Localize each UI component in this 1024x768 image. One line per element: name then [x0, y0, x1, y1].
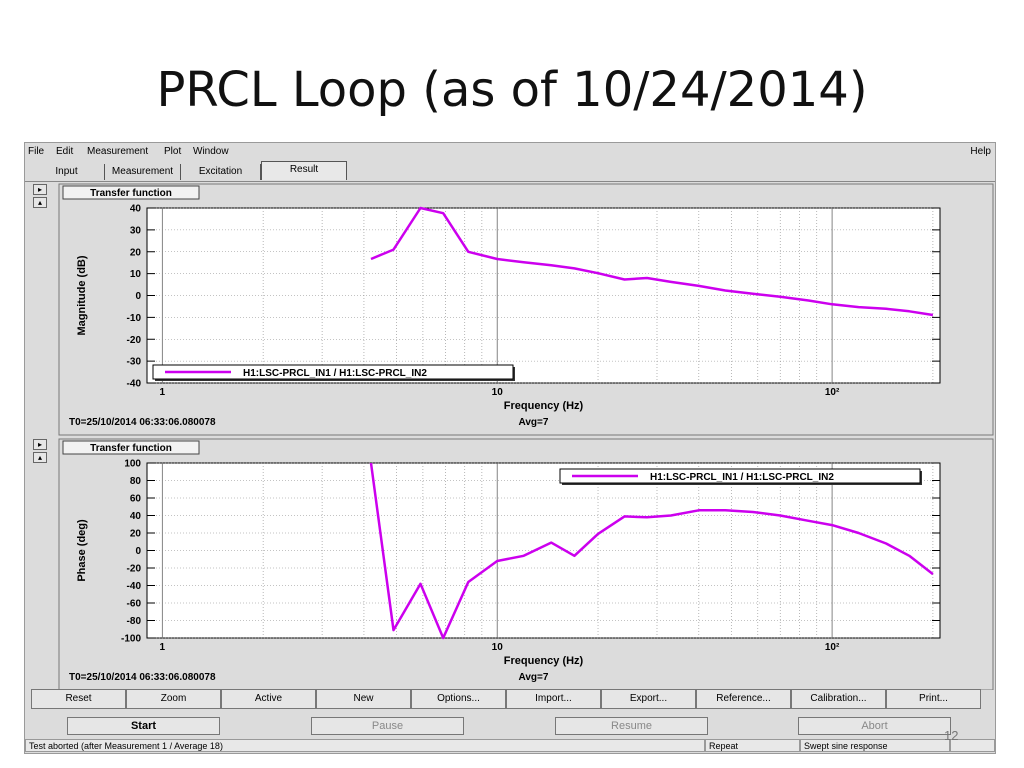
average-label: Avg=7 [519, 672, 549, 683]
resume-button[interactable]: Resume [555, 717, 708, 735]
expand-arrow-icon[interactable]: ▸ [33, 439, 47, 450]
time-origin-label: T0=25/10/2014 06:33:06.080078 [69, 417, 216, 428]
y-axis-label: Phase (deg) [76, 519, 88, 582]
collapse-arrow-icon[interactable]: ▴ [33, 197, 47, 208]
x-tick-label: 10 [492, 387, 504, 398]
menu-file[interactable]: File [28, 146, 45, 157]
menu-measurement[interactable]: Measurement [87, 146, 149, 157]
menu-help[interactable]: Help [970, 146, 991, 157]
start-button[interactable]: Start [67, 717, 220, 735]
y-tick-label: 100 [124, 459, 141, 470]
legend-label: H1:LSC-PRCL_IN1 / H1:LSC-PRCL_IN2 [243, 368, 427, 379]
reset-button[interactable]: Reset [31, 689, 126, 709]
x-tick-label: 10² [825, 642, 840, 653]
y-tick-label: -20 [127, 335, 142, 346]
reference-button[interactable]: Reference... [696, 689, 791, 709]
plot-title-box [62, 185, 200, 200]
x-axis-label: Frequency (Hz) [504, 655, 584, 667]
y-tick-label: 60 [130, 494, 142, 505]
zoom-button[interactable]: Zoom [126, 689, 221, 709]
plot-area: ▸ ▴ ▸ ▴ Transfer function 40 30 20 10 0 -10 -20… [25, 181, 995, 690]
plot-title: Transfer function [90, 188, 172, 199]
status-mode: Swept sine response [800, 739, 950, 752]
tab-input[interactable]: Input [29, 164, 105, 180]
y-tick-label: 80 [130, 476, 142, 487]
x-tick-label: 10 [492, 642, 504, 653]
y-tick-label: 0 [135, 291, 141, 302]
export-button[interactable]: Export... [601, 689, 696, 709]
x-tick-label: 1 [160, 642, 166, 653]
app-window: File Edit Measurement Plot Window Help I… [24, 142, 996, 754]
y-tick-label: 20 [130, 247, 142, 258]
y-tick-label: 20 [130, 529, 142, 540]
legend-box [559, 468, 921, 484]
x-tick-label: 1 [160, 387, 166, 398]
menu-edit[interactable]: Edit [56, 146, 74, 157]
y-tick-label: -30 [127, 357, 142, 368]
y-tick-label: -10 [127, 313, 142, 324]
plot-toolbar: Reset Zoom Active New Options... Import.… [31, 689, 987, 709]
y-tick-label: -40 [127, 581, 142, 592]
y-tick-label: 40 [130, 204, 142, 215]
status-message: Test aborted (after Measurement 1 / Aver… [25, 739, 705, 752]
tab-measurement[interactable]: Measurement [105, 164, 181, 180]
series-line [370, 206, 934, 317]
x-axis-label: Frequency (Hz) [504, 400, 584, 412]
y-tick-label: 10 [130, 269, 142, 280]
series-line [369, 462, 934, 640]
print-button[interactable]: Print... [886, 689, 981, 709]
status-repeat: Repeat [705, 739, 800, 752]
options-button[interactable]: Options... [411, 689, 506, 709]
menu-window[interactable]: Window [193, 146, 229, 157]
tab-excitation[interactable]: Excitation [181, 164, 261, 180]
menu-plot[interactable]: Plot [164, 146, 182, 157]
tab-result[interactable]: Result [261, 161, 347, 180]
y-tick-label: 0 [135, 546, 141, 557]
collapse-arrow-icon[interactable]: ▴ [33, 452, 47, 463]
import-button[interactable]: Import... [506, 689, 601, 709]
abort-button[interactable]: Abort [798, 717, 951, 735]
time-origin-label: T0=25/10/2014 06:33:06.080078 [69, 672, 216, 683]
calibration-button[interactable]: Calibration... [791, 689, 886, 709]
plot-title-box [62, 440, 200, 455]
menu-bar: File Edit Measurement Plot Window Help [25, 143, 995, 161]
status-bar: Test aborted (after Measurement 1 / Aver… [25, 739, 995, 753]
y-tick-label: -100 [121, 634, 141, 645]
page-number: 12 [944, 728, 959, 743]
legend-label: H1:LSC-PRCL_IN1 / H1:LSC-PRCL_IN2 [650, 472, 834, 483]
slide-title: PRCL Loop (as of 10/24/2014) [156, 62, 868, 118]
tab-bar: Input Measurement Excitation Result [25, 161, 995, 181]
control-bar: Start Pause Resume Abort [25, 713, 995, 741]
average-label: Avg=7 [519, 417, 549, 428]
expand-arrow-icon[interactable]: ▸ [33, 184, 47, 195]
legend-box [152, 364, 514, 380]
resize-grip-icon[interactable] [950, 739, 995, 752]
plot-title: Transfer function [90, 443, 172, 454]
y-tick-label: -60 [127, 599, 142, 610]
new-button[interactable]: New [316, 689, 411, 709]
y-tick-label: 40 [130, 511, 142, 522]
y-tick-label: -40 [127, 379, 142, 390]
y-tick-label: -20 [127, 564, 142, 575]
active-button[interactable]: Active [221, 689, 316, 709]
x-tick-label: 10² [825, 387, 840, 398]
pause-button[interactable]: Pause [311, 717, 464, 735]
y-axis-label: Magnitude (dB) [76, 255, 88, 335]
y-tick-label: 30 [130, 225, 142, 236]
y-tick-label: -80 [127, 616, 142, 627]
